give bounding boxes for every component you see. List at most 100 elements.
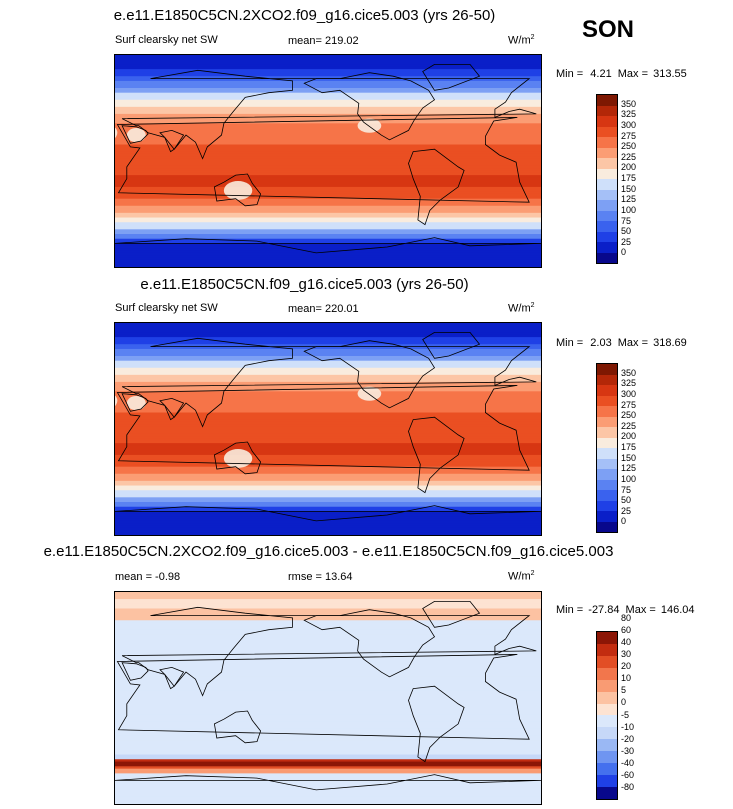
- map-latitude-band: [115, 412, 541, 416]
- colorbar-tick-label: -20: [621, 733, 635, 744]
- panel1-variable-label: Surf clearsky net SW: [115, 34, 218, 46]
- panel2-map: [114, 322, 542, 536]
- panel2-colorbar: [596, 363, 618, 533]
- panel3-max-label: Max =: [625, 604, 656, 616]
- map-latitude-band: [115, 492, 541, 496]
- panel1-mean-label: mean= 219.02: [288, 35, 359, 47]
- colorbar-tick-label: 75: [621, 215, 632, 226]
- map-latitude-band: [115, 201, 541, 204]
- map-latitude-band: [115, 452, 541, 456]
- panel2-max-value: 318.69: [653, 337, 687, 349]
- map-latitude-band: [115, 454, 541, 458]
- panel1-units-exp: 2: [530, 34, 535, 41]
- panel3-units-text: W/m: [508, 570, 531, 583]
- map-latitude-band: [115, 641, 541, 645]
- map-coastline: [422, 600, 481, 628]
- map-desert-patch: [115, 395, 118, 406]
- panel3-title: e.e11.E1850C5CN.2XCO2.f09_g16.cice5.003 …: [0, 543, 733, 560]
- colorbar-swatch: [597, 643, 617, 656]
- map-coastline: [408, 416, 465, 494]
- map-latitude-band: [115, 509, 541, 513]
- map-latitude-band: [115, 490, 541, 494]
- map-latitude-band: [115, 761, 541, 765]
- map-latitude-band: [115, 175, 541, 179]
- map-latitude-band: [115, 700, 541, 704]
- colorbar-tick-label: 0: [621, 516, 627, 527]
- colorbar-swatch: [597, 126, 617, 137]
- map-latitude-band: [115, 433, 541, 437]
- map-latitude-band: [115, 327, 541, 331]
- map-latitude-band: [115, 639, 541, 643]
- map-latitude-band: [115, 606, 541, 610]
- map-latitude-band: [115, 799, 541, 803]
- colorbar-swatch: [597, 189, 617, 200]
- colorbar-swatch: [597, 775, 617, 787]
- map-coastline: [213, 173, 262, 207]
- colorbar-swatch: [597, 511, 617, 522]
- map-latitude-band: [115, 466, 541, 470]
- colorbar-swatch: [597, 437, 617, 448]
- map-latitude-band: [115, 622, 541, 626]
- map-latitude-band: [115, 667, 541, 671]
- colorbar-tick-label: 350: [621, 98, 637, 109]
- map-latitude-band: [115, 695, 541, 699]
- panel2-mean-label: mean= 220.01: [288, 303, 359, 315]
- map-latitude-band: [115, 189, 541, 193]
- map-latitude-band: [115, 766, 541, 770]
- map-latitude-band: [115, 156, 541, 160]
- colorbar-swatch: [597, 395, 617, 406]
- map-latitude-band: [115, 759, 541, 763]
- map-latitude-band: [115, 323, 541, 326]
- panel1-units: W/m2: [508, 34, 535, 47]
- map-latitude-band: [115, 144, 541, 148]
- map-field-svg: [115, 592, 541, 804]
- map-latitude-band: [115, 398, 541, 402]
- map-latitude-band: [115, 476, 541, 480]
- colorbar-swatch: [597, 158, 617, 169]
- map-latitude-band: [115, 756, 541, 760]
- map-latitude-band: [115, 142, 541, 146]
- panel2-minmax: Min = 2.03 Max = 318.69: [556, 337, 687, 349]
- map-latitude-band: [115, 419, 541, 423]
- colorbar-tick-label: -60: [621, 769, 635, 780]
- map-latitude-band: [115, 530, 541, 534]
- map-latitude-band: [115, 400, 541, 404]
- map-latitude-band: [115, 177, 541, 181]
- map-latitude-band: [115, 170, 541, 174]
- map-latitude-band: [115, 610, 541, 614]
- map-latitude-band: [115, 620, 541, 624]
- map-latitude-band: [115, 801, 541, 804]
- map-coastline: [303, 609, 436, 678]
- colorbar-tick-label: 275: [621, 399, 637, 410]
- map-latitude-band: [115, 137, 541, 141]
- map-latitude-band: [115, 104, 541, 108]
- map-latitude-band: [115, 480, 541, 484]
- colorbar-tick-label: 150: [621, 452, 637, 463]
- panel2-units-exp: 2: [530, 302, 535, 309]
- map-latitude-band: [115, 219, 541, 223]
- map-latitude-band: [115, 438, 541, 442]
- map-latitude-band: [115, 85, 541, 89]
- map-latitude-band: [115, 222, 541, 226]
- map-latitude-band: [115, 655, 541, 659]
- map-coastline: [159, 129, 185, 153]
- map-latitude-band: [115, 676, 541, 680]
- map-latitude-band: [115, 632, 541, 635]
- map-latitude-band: [115, 205, 541, 209]
- map-latitude-band: [115, 780, 541, 784]
- map-coastline: [115, 774, 541, 791]
- map-latitude-band: [115, 613, 541, 617]
- map-latitude-band: [115, 146, 541, 150]
- map-latitude-band: [115, 608, 541, 612]
- map-latitude-band: [115, 120, 541, 124]
- map-latitude-band: [115, 252, 541, 256]
- map-latitude-band: [115, 414, 541, 418]
- colorbar-tick-label: 0: [621, 697, 627, 708]
- map-latitude-band: [115, 351, 541, 355]
- map-latitude-band: [115, 487, 541, 491]
- panel1-min-value: 4.21: [590, 68, 612, 80]
- map-latitude-band: [115, 393, 541, 397]
- panel3-colorbar: [596, 631, 618, 800]
- panel2-variable-label: Surf clearsky net SW: [115, 302, 218, 314]
- map-latitude-band: [115, 440, 541, 444]
